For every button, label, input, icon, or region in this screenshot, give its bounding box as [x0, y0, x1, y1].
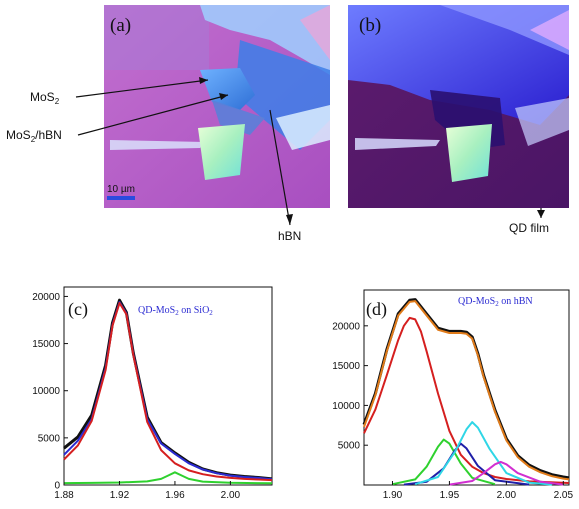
chart-d-series-line	[449, 460, 564, 486]
chart-c-frame	[63, 286, 273, 486]
chart-d-series-line	[363, 300, 570, 481]
chart-c-panel-label: (c)	[68, 299, 88, 320]
chart-d-frame	[363, 289, 570, 486]
panel-a-micrograph	[104, 5, 330, 208]
chart-c-series-line	[63, 471, 273, 485]
chart-c-x-tick-label: 1.88	[54, 490, 74, 501]
chart-d-y-tick-label: 15000	[332, 361, 360, 372]
chart-c: (c) QD-MoS2 on SiO2 1.88 1.92 1.96 2.00 0 500…	[32, 286, 273, 501]
chart-d: (d) QD-MoS2 on hBN 1.90 1.95 2.00 2.05 5000 1…	[332, 289, 574, 501]
chart-c-y-tick-label: 20000	[32, 292, 60, 303]
hbn-annotation: hBN	[278, 229, 301, 243]
chart-d-series-line	[362, 298, 570, 480]
chart-d-series-line	[403, 442, 530, 486]
chart-d-x-tick-label: 2.05	[554, 490, 574, 501]
chart-d-series-line	[392, 438, 496, 486]
chart-c-x-tick-label: 1.96	[165, 490, 185, 501]
chart-d-series-line	[414, 421, 552, 486]
chart-d-y-tick-label: 20000	[332, 321, 360, 332]
chart-c-series-line	[63, 302, 273, 482]
chart-d-y-tick-label: 5000	[338, 441, 361, 452]
chart-c-series-line	[63, 301, 273, 481]
chart-d-title: QD-MoS2 on hBN	[458, 296, 533, 308]
mos2-annotation: MoS2	[30, 90, 60, 106]
chart-d-x-tick-label: 2.00	[497, 490, 517, 501]
chart-c-y-tick-label: 15000	[32, 339, 60, 350]
chart-c-y-tick-label: 5000	[38, 433, 61, 444]
scalebar-label: 10 µm	[107, 184, 135, 195]
chart-d-series-line	[363, 316, 570, 484]
panel-b-label: (b)	[359, 15, 381, 36]
mos2-hbn-annotation: MoS2/hBN	[6, 128, 62, 144]
panel-a-label: (a)	[110, 15, 131, 36]
chart-c-series-line	[63, 298, 273, 481]
annotation-arrows	[75, 77, 545, 226]
chart-d-panel-label: (d)	[366, 299, 387, 320]
chart-c-title: QD-MoS2 on SiO2	[138, 305, 213, 317]
chart-c-x-tick-label: 1.92	[110, 490, 130, 501]
chart-c-y-tick-label: 0	[54, 481, 60, 492]
chart-d-x-tick-label: 1.95	[440, 490, 460, 501]
chart-c-x-tick-label: 2.00	[221, 490, 241, 501]
chart-c-y-tick-label: 10000	[32, 386, 60, 397]
panel-b-micrograph	[348, 5, 569, 208]
qd-film-annotation: QD film	[509, 221, 549, 235]
chart-d-x-tick-label: 1.90	[383, 490, 403, 501]
chart-d-y-tick-label: 10000	[332, 401, 360, 412]
